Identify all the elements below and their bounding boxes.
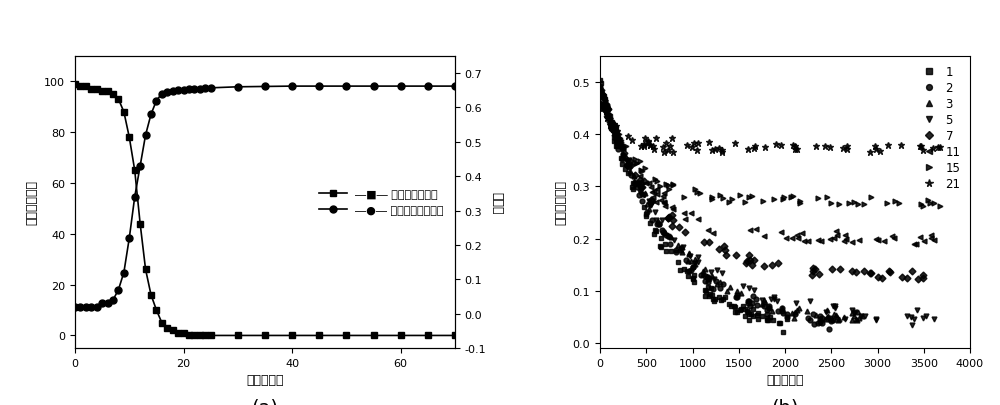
21: [601, 112, 613, 117]
Legend: ―■― 压强随时间变化, ―●― 氢含量随时间变化: ―■― 压强随时间变化, ―●― 氢含量随时间变化: [313, 184, 449, 221]
7: [713, 247, 725, 252]
7: [912, 277, 924, 281]
2: [629, 182, 641, 187]
3: [828, 311, 840, 316]
15: [606, 126, 618, 130]
Y-axis label: 压强（千帕）: 压强（千帕）: [26, 180, 39, 225]
15: [636, 169, 648, 174]
7: [746, 263, 758, 268]
15: [743, 195, 755, 200]
1: [747, 307, 759, 312]
15: [825, 201, 837, 206]
Line: 21: 21: [597, 94, 943, 156]
X-axis label: 时间（秒）: 时间（秒）: [766, 373, 804, 386]
7: [758, 264, 770, 269]
2: [594, 85, 606, 90]
3: [856, 314, 868, 319]
3: [637, 192, 649, 197]
3: [608, 131, 620, 136]
7: [595, 89, 607, 94]
7: [594, 92, 606, 97]
Legend: 1, 2, 3, 5, 7, 11, 15, 21: 1, 2, 3, 5, 7, 11, 15, 21: [914, 63, 964, 194]
Line: 7: 7: [598, 89, 926, 281]
15: [757, 199, 769, 204]
Line: 11: 11: [598, 95, 936, 247]
11: [599, 104, 611, 109]
5: [906, 322, 918, 327]
Line: 15: 15: [598, 95, 942, 209]
2: [623, 165, 635, 170]
2: [824, 315, 836, 320]
15: [934, 204, 946, 209]
21: [748, 146, 760, 151]
3: [832, 318, 844, 323]
Line: 5: 5: [598, 85, 936, 327]
2: [827, 318, 839, 322]
1: [638, 206, 650, 211]
15: [594, 95, 606, 100]
7: [638, 179, 650, 184]
11: [796, 231, 808, 236]
Text: (b): (b): [771, 398, 799, 405]
3: [853, 316, 865, 321]
7: [846, 269, 858, 274]
Text: (a): (a): [252, 398, 278, 405]
5: [594, 85, 606, 90]
1: [777, 330, 789, 335]
21: [691, 148, 703, 153]
11: [594, 95, 606, 100]
5: [846, 308, 858, 313]
21: [647, 145, 659, 149]
3: [594, 90, 606, 94]
21: [837, 146, 849, 151]
3: [594, 85, 606, 90]
1: [773, 320, 785, 325]
15: [694, 191, 706, 196]
1: [608, 139, 620, 144]
11: [839, 233, 851, 238]
2: [789, 312, 801, 317]
21: [759, 145, 771, 150]
Line: 1: 1: [598, 78, 789, 335]
1: [627, 181, 639, 186]
5: [928, 317, 940, 322]
1: [774, 321, 786, 326]
1: [781, 317, 793, 322]
21: [934, 145, 946, 150]
2: [825, 319, 837, 324]
1: [594, 78, 606, 83]
11: [791, 233, 803, 238]
5: [756, 298, 768, 303]
Line: 3: 3: [598, 85, 864, 323]
X-axis label: 时间（秒）: 时间（秒）: [246, 373, 284, 386]
5: [602, 115, 614, 120]
5: [768, 295, 780, 300]
2: [823, 326, 835, 331]
7: [917, 276, 929, 281]
11: [928, 239, 940, 243]
2: [610, 134, 622, 139]
5: [635, 192, 647, 197]
Y-axis label: 氢含量: 氢含量: [490, 191, 503, 214]
21: [716, 151, 728, 156]
5: [692, 254, 704, 259]
5: [594, 94, 606, 98]
21: [594, 94, 606, 99]
Y-axis label: 压强（千帕）: 压强（千帕）: [554, 180, 567, 225]
7: [604, 120, 616, 125]
Line: 2: 2: [598, 85, 835, 331]
3: [628, 179, 640, 184]
11: [651, 192, 663, 197]
11: [692, 217, 704, 222]
11: [908, 242, 920, 247]
3: [714, 280, 726, 285]
